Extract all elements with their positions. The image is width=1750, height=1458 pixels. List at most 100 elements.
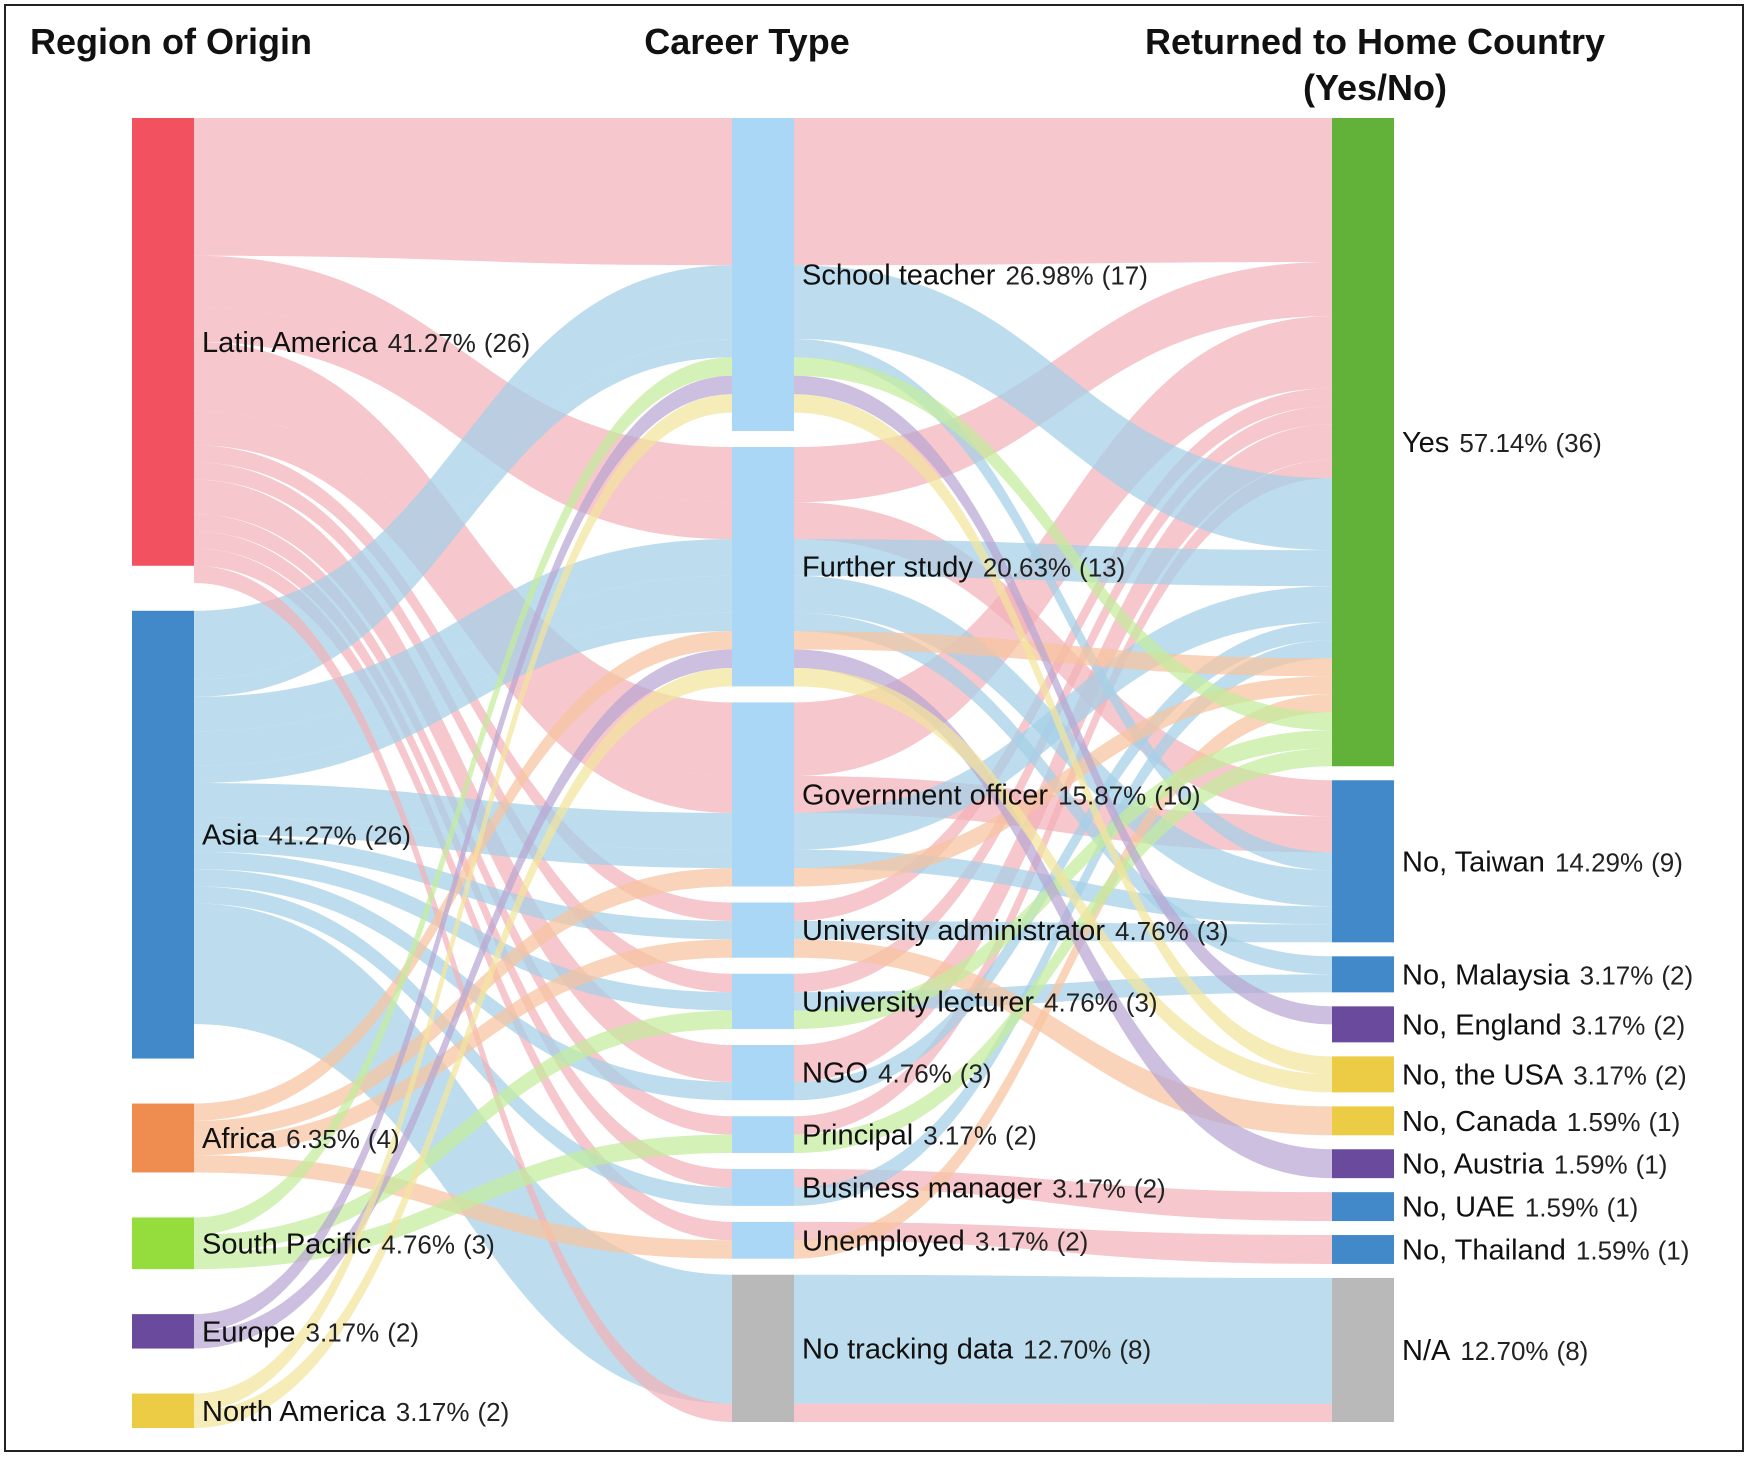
label-namer-count: (2) <box>477 1397 509 1427</box>
node-teacher <box>732 118 794 432</box>
label-uadmin-name: University administrator <box>802 915 1105 947</box>
link-asia-to-uadmin <box>194 834 732 940</box>
link-principal-to-yes <box>794 748 1332 1154</box>
label-england-name: No, England <box>1402 1009 1562 1041</box>
label-notrack: No tracking data 12.70% (8) <box>802 1333 1151 1365</box>
label-uadmin-count: (3) <box>1197 916 1229 946</box>
label-malaysia-pct: 3.17% <box>1580 960 1654 990</box>
label-na-count: (8) <box>1557 1336 1589 1366</box>
link-spac-to-principal <box>194 1134 732 1270</box>
node-unemp <box>732 1221 794 1259</box>
label-austria-pct: 1.59% <box>1554 1150 1628 1180</box>
label-thailand-pct: 1.59% <box>1576 1235 1650 1265</box>
link-spac-to-teacher <box>194 357 732 1235</box>
label-canada-pct: 1.59% <box>1567 1107 1641 1137</box>
node-africa <box>132 1103 194 1173</box>
label-africa: Africa 6.35% (4) <box>202 1123 400 1155</box>
label-bizmgr: Business manager 3.17% (2) <box>802 1172 1166 1204</box>
node-uadmin <box>732 902 794 958</box>
label-africa-pct: 6.35% <box>286 1124 360 1154</box>
label-yes-name: Yes <box>1402 427 1449 459</box>
label-canada-count: (1) <box>1649 1107 1681 1137</box>
label-malaysia: No, Malaysia 3.17% (2) <box>1402 959 1693 991</box>
link-bizmgr-to-uae <box>794 1169 1332 1222</box>
node-notrack <box>732 1274 794 1422</box>
label-na: N/A 12.70% (8) <box>1402 1335 1588 1367</box>
label-notrack-name: No tracking data <box>802 1333 1014 1365</box>
label-teacher: School teacher 26.98% (17) <box>802 260 1148 292</box>
link-unemp-to-thailand <box>794 1221 1332 1264</box>
label-austria: No, Austria 1.59% (1) <box>1402 1149 1667 1181</box>
label-africa-name: Africa <box>202 1123 277 1155</box>
link-study-to-austria <box>794 649 1332 1179</box>
label-usa-count: (2) <box>1655 1060 1687 1090</box>
link-asia-to-teacher <box>194 265 732 680</box>
label-thailand-count: (1) <box>1658 1235 1690 1265</box>
link-asia-to-gov <box>194 783 732 850</box>
label-teacher-name: School teacher <box>802 260 996 292</box>
link-teacher-to-usa <box>794 394 1332 1075</box>
label-taiwan-count: (9) <box>1651 847 1683 877</box>
label-ngo-pct: 4.76% <box>878 1059 952 1089</box>
node-thailand <box>1332 1235 1394 1264</box>
label-unemp-name: Unemployed <box>802 1225 965 1257</box>
label-austria-name: No, Austria <box>1402 1149 1545 1181</box>
link-ngo-to-yes <box>794 622 1332 1101</box>
label-uae: No, UAE 1.59% (1) <box>1402 1192 1638 1224</box>
label-england-pct: 3.17% <box>1572 1010 1646 1040</box>
label-latin-pct: 41.27% <box>388 328 476 358</box>
label-gov-pct: 15.87% <box>1058 780 1146 810</box>
link-study-to-usa <box>794 667 1332 1093</box>
label-austria-count: (1) <box>1636 1150 1668 1180</box>
link-latin-to-study <box>194 255 732 503</box>
column-header-region: Region of Origin <box>30 21 312 62</box>
label-spac-name: South Pacific <box>202 1228 371 1260</box>
label-latin-count: (26) <box>484 328 530 358</box>
node-taiwan <box>1332 780 1394 943</box>
label-england-count: (2) <box>1653 1010 1685 1040</box>
node-ngo <box>732 1044 794 1101</box>
label-unemp-count: (2) <box>1057 1226 1089 1256</box>
label-namer-name: North America <box>202 1396 387 1428</box>
link-notrack-to-na <box>794 1274 1332 1404</box>
node-usa <box>1332 1056 1394 1093</box>
label-uae-pct: 1.59% <box>1525 1193 1599 1223</box>
label-asia-count: (26) <box>365 821 411 851</box>
link-asia-to-ngo <box>194 869 732 1101</box>
label-usa-name: No, the USA <box>1402 1059 1564 1091</box>
link-asia-to-study <box>194 575 732 766</box>
label-bizmgr-name: Business manager <box>802 1172 1043 1204</box>
label-unemp: Unemployed 3.17% (2) <box>802 1225 1088 1257</box>
node-uae <box>1332 1192 1394 1222</box>
link-spac-to-ulect <box>194 1010 732 1252</box>
node-yes <box>1332 118 1394 767</box>
link-latin-to-ulect <box>194 462 732 993</box>
label-europe: Europe 3.17% (2) <box>202 1316 419 1348</box>
link-europe-to-teacher <box>194 375 732 1332</box>
link-namer-to-study <box>194 667 732 1428</box>
link-study-to-malaysia <box>794 612 1332 975</box>
node-asia <box>132 610 194 1059</box>
label-principal-name: Principal <box>802 1120 913 1152</box>
label-teacher-count: (17) <box>1102 261 1148 291</box>
label-taiwan-name: No, Taiwan <box>1402 846 1545 878</box>
node-namer <box>132 1393 194 1428</box>
label-taiwan: No, Taiwan 14.29% (9) <box>1402 846 1683 878</box>
label-thailand-name: No, Thailand <box>1402 1234 1566 1266</box>
label-na-pct: 12.70% <box>1460 1336 1548 1366</box>
label-study-pct: 20.63% <box>983 553 1071 583</box>
label-canada-name: No, Canada <box>1402 1106 1558 1138</box>
node-malaysia <box>1332 956 1394 993</box>
label-england: No, England 3.17% (2) <box>1402 1009 1685 1041</box>
sankey-labels: Latin America 41.27% (26) Asia 41.27% (26) Afr… <box>202 260 1693 1428</box>
link-asia-to-study <box>194 612 732 783</box>
link-teacher-to-yes <box>794 265 1332 551</box>
label-uae-name: No, UAE <box>1402 1192 1515 1224</box>
label-usa-pct: 3.17% <box>1573 1060 1647 1090</box>
link-africa-to-study <box>194 631 732 1121</box>
link-study-to-yes <box>794 631 1332 677</box>
link-gov-to-yes <box>794 676 1332 887</box>
label-asia-name: Asia <box>202 820 259 852</box>
sankey-links <box>194 118 1332 1428</box>
